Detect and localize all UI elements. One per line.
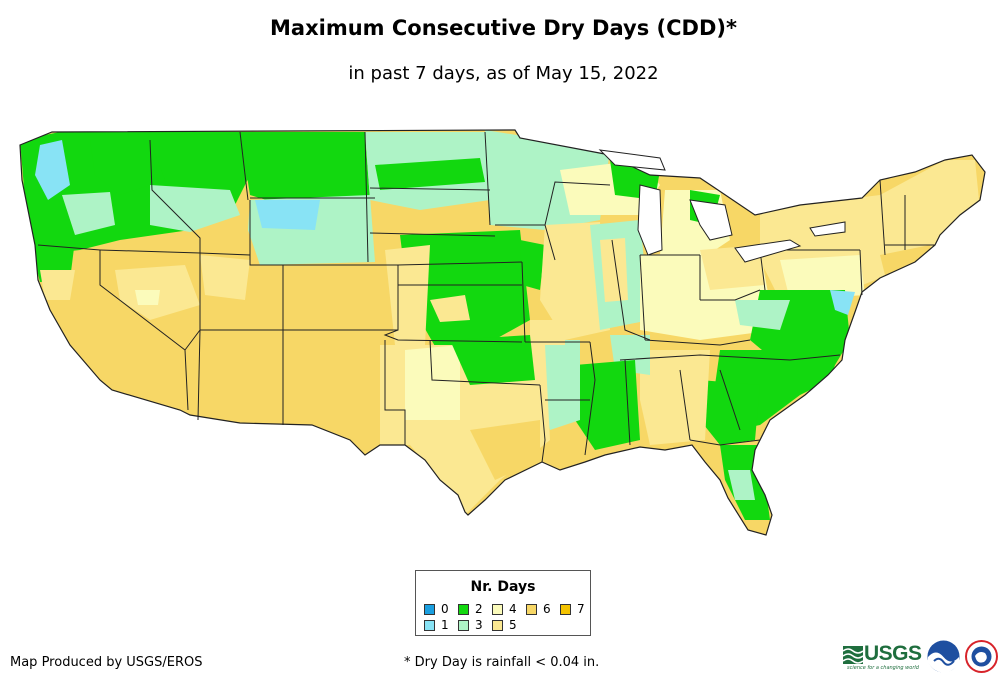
legend-item-6: 6 [526, 602, 551, 616]
nws-logo-icon [965, 640, 998, 673]
map-title: Maximum Consecutive Dry Days (CDD)* [270, 16, 737, 40]
legend-label-2: 2 [475, 602, 483, 616]
legend-item-3: 3 [458, 618, 483, 632]
legend-label-5: 5 [509, 618, 517, 632]
noaa-logo-icon [927, 640, 960, 673]
legend-item-7: 7 [560, 602, 585, 616]
legend-item-1: 1 [424, 618, 449, 632]
usgs-tagline: science for a changing world [847, 665, 919, 671]
legend-swatch-5 [492, 619, 503, 631]
legend-swatch-7 [560, 603, 571, 615]
legend-item-2: 2 [458, 602, 483, 616]
legend-swatch-6 [526, 603, 537, 615]
agency-logos: USGS science for a changing world [843, 640, 1001, 676]
legend-swatch-1 [424, 619, 435, 631]
legend-swatch-4 [492, 603, 503, 615]
legend-label-3: 3 [475, 618, 483, 632]
legend-swatch-3 [458, 619, 469, 631]
legend-swatch-2 [458, 603, 469, 615]
legend: Nr. Days 0 1 2 3 4 5 6 7 [415, 570, 591, 636]
dry-day-footnote: * Dry Day is rainfall < 0.04 in. [404, 655, 600, 670]
legend-item-0: 0 [424, 602, 449, 616]
great-lakes [598, 149, 846, 263]
legend-label-4: 4 [509, 602, 517, 616]
legend-label-0: 0 [441, 602, 449, 616]
map-subtitle: in past 7 days, as of May 15, 2022 [348, 63, 659, 84]
legend-title: Nr. Days [470, 579, 536, 595]
legend-label-6: 6 [543, 602, 551, 616]
map-credit: Map Produced by USGS/EROS [10, 655, 203, 670]
legend-item-4: 4 [492, 602, 517, 616]
legend-swatch-0 [424, 603, 435, 615]
legend-item-5: 5 [492, 618, 517, 632]
usgs-wave-icon [843, 646, 863, 664]
legend-label-1: 1 [441, 618, 449, 632]
usgs-logo: USGS [864, 642, 922, 665]
legend-label-7: 7 [577, 602, 585, 616]
